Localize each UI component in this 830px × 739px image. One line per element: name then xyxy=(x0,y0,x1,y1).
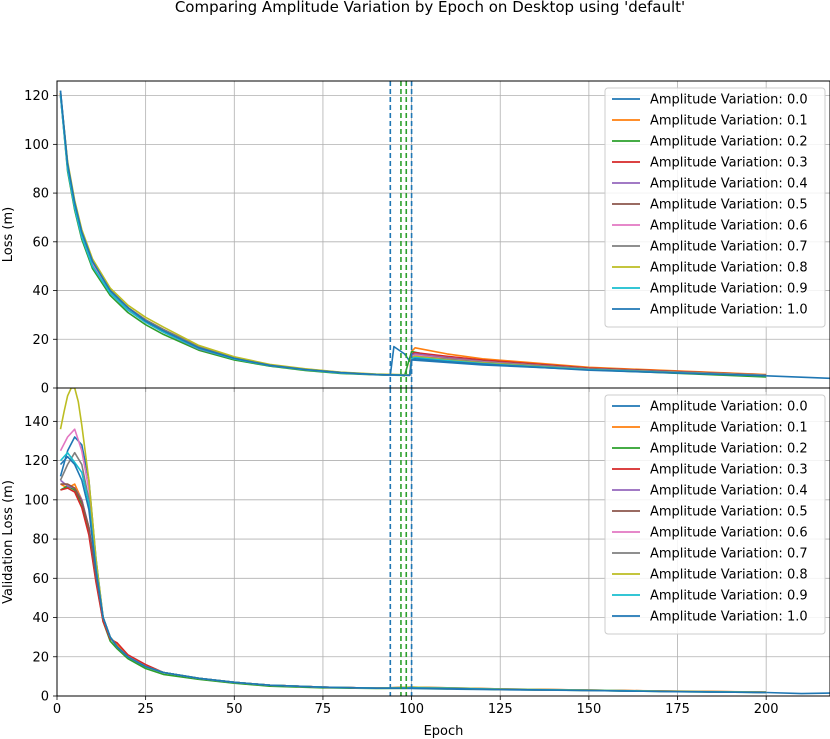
x-tick-label: 25 xyxy=(137,702,154,717)
legend-label: Amplitude Variation: 0.3 xyxy=(650,156,808,171)
y-tick-label: 0 xyxy=(41,382,49,397)
y-tick-label: 20 xyxy=(32,333,49,348)
y-axis-label: Validation Loss (m) xyxy=(1,480,16,604)
y-tick-label: 120 xyxy=(24,454,49,469)
figure-title: Comparing Amplitude Variation by Epoch o… xyxy=(175,0,685,16)
legend-label: Amplitude Variation: 0.2 xyxy=(650,442,808,457)
y-tick-label: 60 xyxy=(32,572,49,587)
series-line-10 xyxy=(59,90,767,377)
y-tick-label: 80 xyxy=(32,187,49,202)
axes-frame xyxy=(56,387,830,697)
y-tick-label: 60 xyxy=(32,235,49,250)
legend: Amplitude Variation: 0.0 Amplitude Variat… xyxy=(604,87,826,328)
legend-label: Amplitude Variation: 0.5 xyxy=(650,505,808,520)
x-tick-label: 50 xyxy=(226,702,243,717)
legend-label: Amplitude Variation: 0.0 xyxy=(650,93,808,108)
legend-label: Amplitude Variation: 1.0 xyxy=(650,610,808,625)
y-tick-label: 0 xyxy=(41,690,49,705)
y-axis-label: Loss (m) xyxy=(1,207,16,262)
y-tick-label: 80 xyxy=(32,533,49,548)
series-group xyxy=(59,90,830,380)
legend-label: Amplitude Variation: 0.7 xyxy=(650,240,808,255)
legend-label: Amplitude Variation: 0.6 xyxy=(650,526,808,541)
legend-label: Amplitude Variation: 1.0 xyxy=(650,303,808,318)
series-line-10 xyxy=(59,455,767,694)
x-tick-label: 150 xyxy=(576,702,601,717)
legend-label: Amplitude Variation: 0.2 xyxy=(650,135,808,150)
legend-label: Amplitude Variation: 0.9 xyxy=(650,589,808,604)
legend-label: Amplitude Variation: 0.8 xyxy=(650,261,808,276)
legend-label: Amplitude Variation: 0.1 xyxy=(650,421,808,436)
x-axis-label: Epoch xyxy=(424,724,464,739)
legend-box xyxy=(604,87,826,328)
validation-loss-panel: 0 20 40 60 80 100 120 140 0 25 50 75 100 125 150 175 200… xyxy=(1,387,830,739)
y-tick-label: 100 xyxy=(24,493,49,508)
legend-label: Amplitude Variation: 0.6 xyxy=(650,219,808,234)
x-tick-label: 175 xyxy=(665,702,690,717)
x-tick-label: 100 xyxy=(399,702,424,717)
series-group xyxy=(59,388,830,695)
y-tick-label: 20 xyxy=(32,650,49,665)
x-tick-label: 125 xyxy=(488,702,513,717)
y-tick-label: 100 xyxy=(24,138,49,153)
legend-label: Amplitude Variation: 0.4 xyxy=(650,484,808,499)
legend-label: Amplitude Variation: 0.4 xyxy=(650,177,808,192)
legend-label: Amplitude Variation: 0.9 xyxy=(650,282,808,297)
y-tick-label: 40 xyxy=(32,611,49,626)
series-line-8 xyxy=(59,93,767,377)
legend-label: Amplitude Variation: 0.8 xyxy=(650,568,808,583)
legend-label: Amplitude Variation: 0.7 xyxy=(650,547,808,562)
y-tick-label: 40 xyxy=(32,284,49,299)
y-tick-label: 120 xyxy=(24,89,49,104)
legend-label: Amplitude Variation: 0.1 xyxy=(650,114,808,129)
x-tick-label: 200 xyxy=(754,702,779,717)
y-tick-label: 140 xyxy=(24,415,49,430)
x-tick-label: 75 xyxy=(315,702,332,717)
legend-label: Amplitude Variation: 0.3 xyxy=(650,463,808,478)
legend-box xyxy=(604,394,826,635)
x-tick-label: 0 xyxy=(53,702,61,717)
legend-label: Amplitude Variation: 0.5 xyxy=(650,198,808,213)
legend-label: Amplitude Variation: 0.0 xyxy=(650,400,808,415)
legend: Amplitude Variation: 0.0 Amplitude Variat… xyxy=(604,394,826,635)
